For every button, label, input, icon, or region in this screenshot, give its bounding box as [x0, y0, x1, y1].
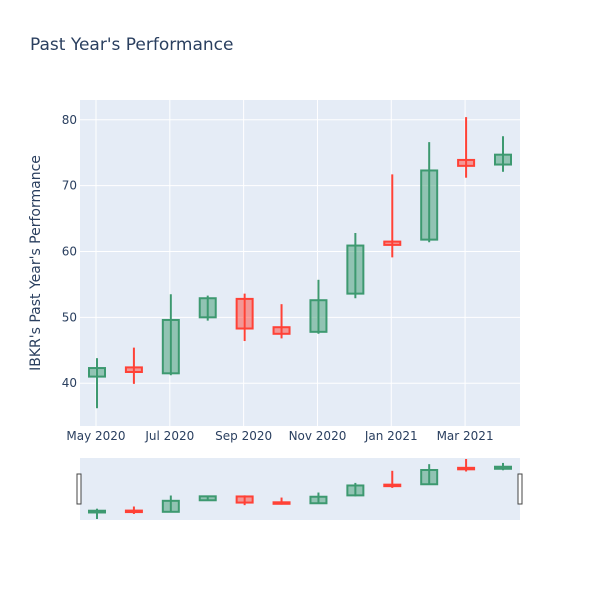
candle-increasing	[88, 358, 106, 409]
candle-body	[309, 299, 328, 333]
mini-candle-body	[420, 468, 439, 486]
y-axis-ticks: 40 50 60 70 80	[62, 113, 77, 390]
chart-title: Past Year's Performance	[30, 35, 234, 55]
mini-candle-body	[198, 495, 217, 502]
y-axis-label: IBKR's Past Year's Performance	[28, 155, 44, 371]
candles	[88, 117, 512, 409]
candle-increasing	[420, 142, 439, 243]
candle-increasing	[494, 136, 512, 172]
mini-candle-body	[161, 499, 180, 513]
candle-increasing	[346, 233, 365, 299]
x-axis-ticks: May 2020 Jul 2020 Sep 2020 Nov 2020 Jan 2021…	[66, 429, 493, 443]
mini-candle-body	[494, 465, 512, 470]
mini-candle-increasing	[309, 492, 328, 505]
mini-candle-body	[88, 509, 106, 514]
candle-decreasing	[235, 293, 254, 342]
candle-body	[198, 297, 217, 319]
candle-increasing	[309, 279, 328, 334]
mini-candle-decreasing	[272, 497, 291, 505]
mini-candle-increasing	[198, 495, 217, 502]
y-tick-label: 70	[62, 179, 77, 193]
mini-candle-increasing	[88, 508, 106, 519]
candle-body	[124, 366, 143, 373]
mini-candle-body	[235, 495, 254, 504]
mini-candle-decreasing	[235, 495, 254, 506]
mini-candle-body	[124, 509, 143, 514]
mini-candle-increasing	[420, 464, 439, 486]
x-tick-label: Sep 2020	[215, 429, 272, 443]
range-slider[interactable]	[80, 458, 520, 520]
x-tick-label: Nov 2020	[289, 429, 347, 443]
y-tick-label: 40	[62, 376, 77, 390]
range-slider-left-handle[interactable]	[76, 473, 82, 505]
plot-area	[80, 100, 520, 426]
candle-body	[383, 240, 402, 246]
candle-decreasing	[272, 304, 291, 339]
candle-body	[161, 318, 180, 375]
candle-decreasing	[457, 117, 476, 178]
candle-decreasing	[124, 347, 143, 384]
candle-body	[420, 169, 439, 241]
x-tick-label: May 2020	[66, 429, 125, 443]
mini-candle-body	[272, 501, 291, 505]
candle-decreasing	[383, 174, 402, 258]
y-tick-label: 80	[62, 113, 77, 127]
y-tick-label: 50	[62, 310, 77, 324]
x-tick-label: Jan 2021	[364, 429, 418, 443]
candle-increasing	[198, 295, 217, 321]
mini-candle-increasing	[494, 462, 512, 471]
mini-candle-decreasing	[124, 506, 143, 514]
range-slider-right-handle[interactable]	[517, 473, 523, 505]
mini-candle-body	[457, 466, 476, 471]
range-slider-candles	[88, 459, 512, 519]
candle-body	[272, 326, 291, 335]
candle-body	[494, 153, 512, 166]
x-tick-label: Jul 2020	[144, 429, 194, 443]
y-tick-label: 60	[62, 244, 77, 258]
mini-candle-body	[309, 495, 328, 505]
candle-body	[235, 297, 254, 330]
mini-candle-increasing	[346, 482, 365, 497]
mini-candle-body	[346, 484, 365, 497]
mini-candle-decreasing	[457, 459, 476, 472]
candle-body	[457, 158, 476, 167]
mini-candle-body	[383, 483, 402, 488]
candle-body	[88, 367, 106, 378]
mini-candle-increasing	[161, 495, 180, 513]
candle-body	[346, 244, 365, 295]
mini-candle-decreasing	[383, 470, 402, 488]
x-tick-label: Mar 2021	[437, 429, 494, 443]
candle-increasing	[161, 294, 180, 376]
